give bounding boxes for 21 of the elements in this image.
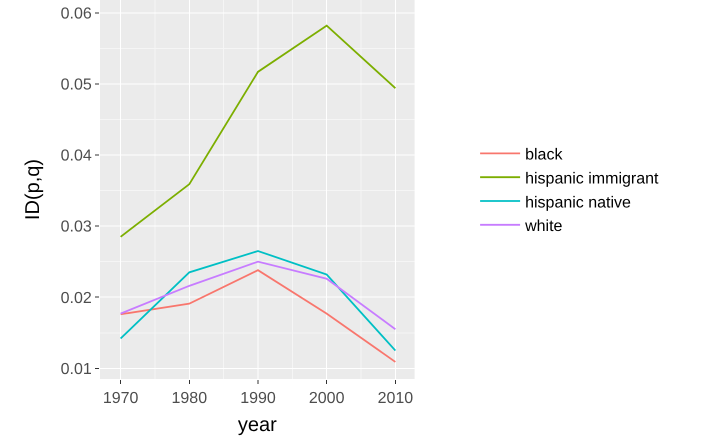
line-series xyxy=(120,250,396,352)
y-tick-label: 0.02 xyxy=(60,290,92,307)
legend-label: white xyxy=(524,218,563,236)
legend-label: hispanic immigrant xyxy=(525,170,660,188)
legend-label: black xyxy=(525,146,564,164)
y-tick-label: 0.04 xyxy=(60,148,92,165)
legend-label: hispanic native xyxy=(525,194,632,212)
line-series xyxy=(120,260,396,330)
x-tick-label: 1990 xyxy=(240,390,276,408)
x-axis-title: year xyxy=(238,414,278,436)
y-tick-label: 0.05 xyxy=(60,76,92,94)
y-tick-label: 0.03 xyxy=(60,218,92,236)
y-tick-label: 0.01 xyxy=(60,360,92,378)
x-tick-label: 1970 xyxy=(102,390,139,408)
x-tick-label: 1980 xyxy=(172,390,208,408)
x-tick-label: 2010 xyxy=(378,390,414,408)
y-axis-title: ID(p,q) xyxy=(22,158,44,220)
line-series xyxy=(120,269,396,363)
x-tick-label: 2000 xyxy=(308,390,345,408)
y-tick-label: 0.06 xyxy=(60,5,92,22)
line-series xyxy=(120,24,396,238)
